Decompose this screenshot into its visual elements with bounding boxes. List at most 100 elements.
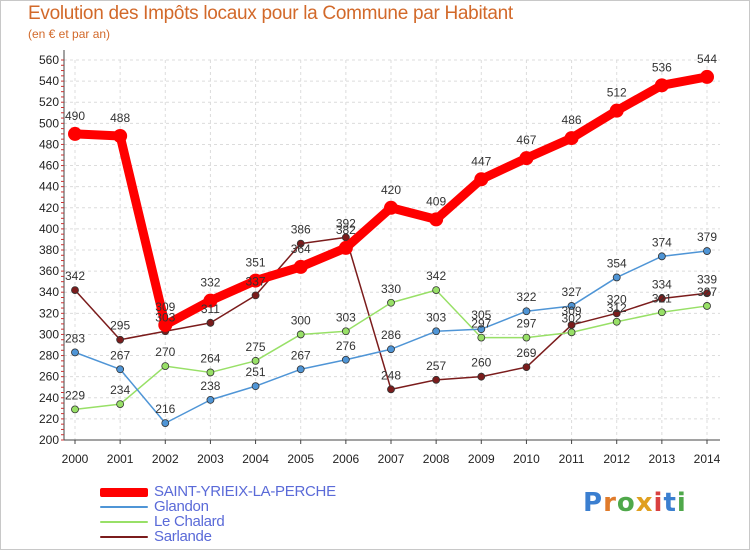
data-label: 467 (516, 133, 536, 147)
data-point (703, 247, 711, 255)
series-2 (71, 286, 711, 414)
data-point (158, 317, 173, 332)
data-point (341, 355, 350, 364)
data-point (432, 375, 441, 384)
data-label: 248 (381, 368, 401, 382)
data-label: 322 (516, 290, 536, 304)
x-tick-label: 2004 (242, 452, 269, 466)
series-0 (68, 69, 714, 332)
data-label: 330 (381, 282, 401, 296)
logo-letter: o (616, 488, 636, 518)
data-point (206, 368, 215, 377)
data-label: 238 (200, 379, 220, 393)
data-label: 309 (562, 304, 582, 318)
x-tick-label: 2003 (197, 452, 224, 466)
data-label: 251 (246, 365, 266, 379)
x-tick-label: 2010 (513, 452, 540, 466)
data-label: 229 (65, 388, 85, 402)
data-label: 312 (607, 301, 627, 315)
data-label: 420 (381, 183, 401, 197)
line-chart: 200 220 240 260 280 300 320 340 360 380 400 420 440 4… (39, 50, 721, 466)
legend-label-le-chalard: Le Chalard (154, 513, 225, 530)
data-label: 488 (110, 111, 130, 125)
data-label: 295 (110, 319, 130, 333)
data-point (161, 362, 170, 371)
data-point (522, 307, 531, 316)
data-label: 234 (110, 383, 130, 397)
data-label: 303 (426, 310, 446, 324)
data-label: 320 (607, 292, 627, 306)
data-point (251, 382, 260, 391)
y-tick-label: 520 (39, 95, 59, 109)
data-point (296, 365, 305, 374)
data-label: 267 (110, 348, 130, 362)
y-tick-label: 500 (39, 116, 59, 130)
legend-label-sarlande: Sarlande (154, 528, 212, 545)
y-tick-label: 200 (39, 433, 59, 447)
x-tick-label: 2001 (107, 452, 134, 466)
data-label: 536 (652, 60, 672, 74)
y-tick-label: 440 (39, 180, 59, 194)
data-point (612, 317, 621, 326)
data-point (113, 129, 128, 143)
y-tick-label: 360 (39, 264, 59, 278)
chart-subtitle: (en € et par an) (28, 27, 111, 41)
data-point (387, 385, 395, 394)
data-point (206, 318, 215, 327)
y-tick-label: 560 (39, 53, 59, 67)
data-label: 264 (200, 351, 220, 365)
y-tick-label: 260 (39, 370, 59, 384)
y-tick-label: 340 (39, 285, 59, 299)
x-tick-label: 2002 (152, 452, 179, 466)
proxiti-logo[interactable]: Proxiti (583, 488, 687, 518)
legend-label-saint-yrieix: SAINT-YRIEIX-LA-PERCHE (154, 483, 336, 500)
y-tick-label: 280 (39, 349, 59, 363)
x-tick-label: 2006 (333, 452, 360, 466)
logo-letter: P (583, 488, 604, 518)
data-label: 267 (291, 348, 311, 362)
data-point (341, 233, 350, 242)
data-label: 409 (426, 194, 446, 208)
y-tick-label: 460 (39, 159, 59, 173)
y-tick-label: 320 (39, 306, 59, 320)
data-point (71, 348, 79, 357)
data-label: 309 (155, 300, 175, 314)
data-label: 302 (562, 311, 582, 325)
data-point (296, 330, 305, 339)
data-label: 311 (201, 302, 220, 316)
y-tick-label: 380 (39, 243, 59, 257)
data-point (522, 363, 531, 372)
data-label: 321 (652, 291, 672, 305)
legend-label-glandon: Glandon (154, 498, 209, 515)
data-point (700, 69, 714, 84)
data-point (567, 328, 576, 337)
data-point (338, 240, 353, 255)
data-point (657, 294, 666, 303)
data-label: 342 (426, 269, 446, 283)
data-point (341, 327, 350, 336)
data-label: 327 (697, 285, 717, 299)
data-label: 216 (155, 402, 175, 416)
x-tick-label: 2008 (423, 452, 450, 466)
data-label: 382 (336, 223, 356, 237)
data-point (657, 252, 666, 261)
logo-letter: x (635, 488, 654, 518)
x-tick-label: 2005 (287, 452, 314, 466)
data-label: 351 (246, 256, 266, 270)
legend-swatch-sarlande (100, 536, 148, 538)
data-label: 392 (336, 216, 356, 230)
data-label: 297 (471, 317, 491, 331)
x-tick-label: 2011 (559, 452, 585, 466)
y-tick-label: 300 (39, 327, 59, 341)
data-label: 286 (381, 328, 401, 342)
data-point (654, 78, 669, 93)
data-label: 337 (246, 274, 266, 288)
data-label: 257 (426, 359, 446, 373)
data-point (477, 333, 486, 342)
logo-letter: t (663, 488, 677, 518)
data-label: 374 (652, 235, 672, 249)
data-point (161, 419, 170, 428)
logo-letter: r (603, 488, 617, 518)
logo-letter: i (653, 488, 664, 518)
